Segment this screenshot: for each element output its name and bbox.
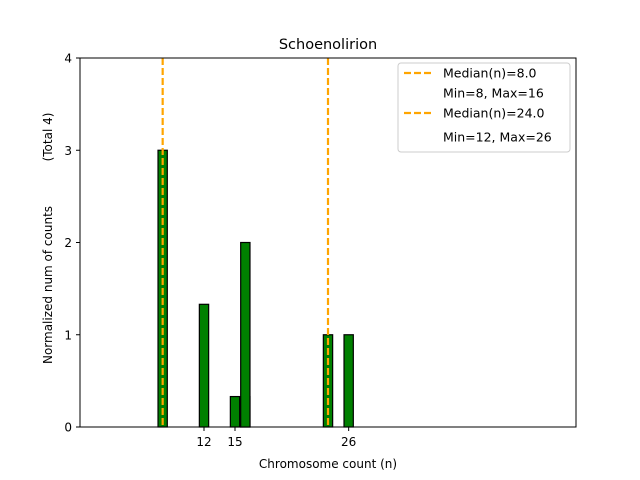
x-tick-label-12: 12 (196, 435, 211, 449)
y-tick-label-1: 1 (64, 328, 72, 342)
legend: Median(n)=8.0 Min=8, Max=16 Median(n)=24… (397, 62, 571, 153)
x-tick-label-26: 26 (341, 435, 356, 449)
legend-box (397, 62, 571, 153)
y-axis-total-note: (Total 4) (41, 113, 55, 162)
chart-title: Schoenolirion (279, 37, 377, 53)
bar-n15-3 (229, 395, 241, 428)
y-tick-label-0: 0 (64, 421, 72, 435)
legend-range-2-label: Min=12, Max=26 (443, 130, 552, 145)
y-tick-label-3: 3 (64, 144, 72, 158)
median-lines (161, 58, 330, 427)
bar-n26-7 (343, 334, 354, 428)
bar-n12-2 (198, 303, 210, 428)
x-tick-label-15: 15 (227, 435, 242, 449)
x-axis-ticks: 12 15 26 (196, 427, 356, 449)
x-axis-label: Chromosome count (n) (259, 457, 397, 471)
y-axis-ticks: 0 1 2 3 4 (64, 52, 80, 435)
y-axis-label: Normalized num of counts (41, 206, 55, 364)
legend-median-2-label: Median(n)=24.0 (443, 106, 544, 121)
legend-median-1-label: Median(n)=8.0 (443, 66, 537, 81)
y-tick-label-2: 2 (64, 236, 72, 250)
y-tick-label-4: 4 (64, 52, 72, 66)
legend-range-1-label: Min=8, Max=16 (443, 86, 544, 101)
bar-n16-5 (240, 241, 251, 428)
